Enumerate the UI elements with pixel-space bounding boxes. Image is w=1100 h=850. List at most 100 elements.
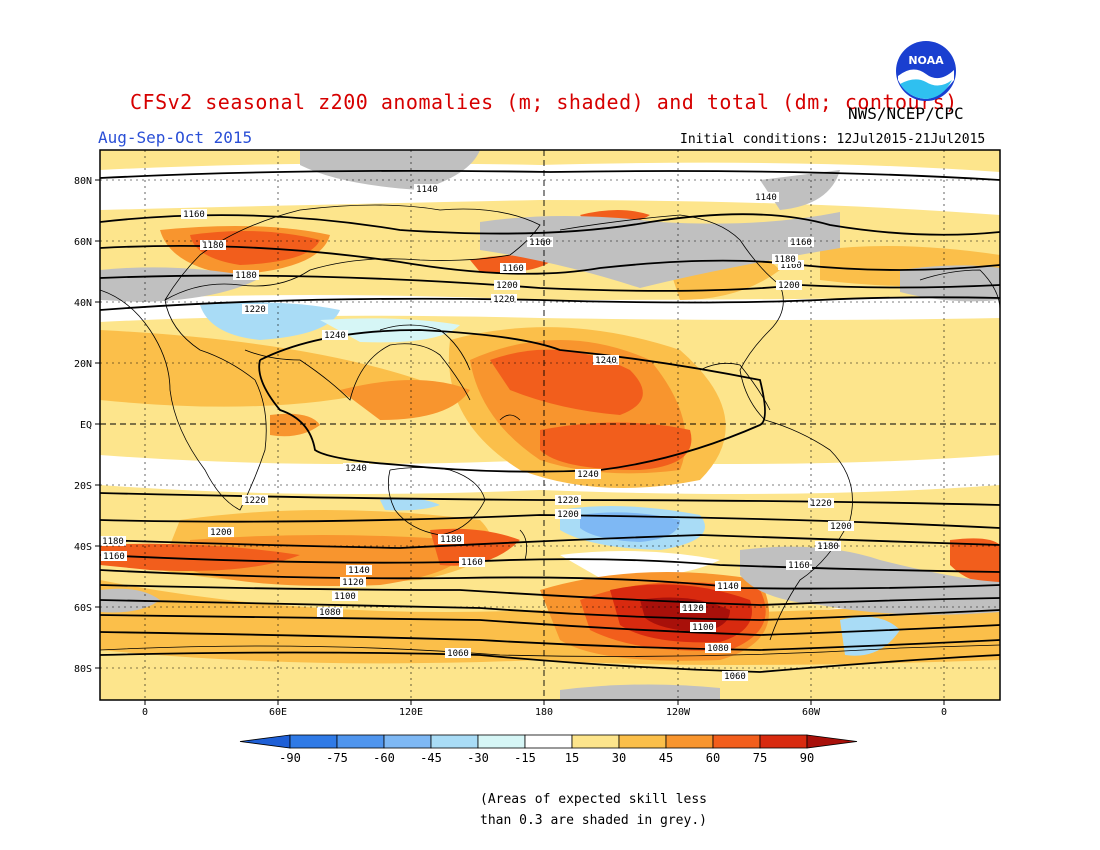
contour-label: 1140: [414, 184, 440, 195]
contour-label: 1200: [555, 509, 581, 520]
contour-label: 1240: [575, 469, 601, 480]
lon-label: 120E: [399, 707, 423, 718]
contour-label: 1140: [715, 581, 741, 592]
svg-text:1160: 1160: [502, 264, 524, 274]
svg-text:1200: 1200: [778, 281, 800, 291]
svg-text:1220: 1220: [557, 496, 579, 506]
svg-text:1220: 1220: [244, 496, 266, 506]
svg-text:1240: 1240: [345, 464, 367, 474]
contour-label: 1100: [332, 591, 358, 602]
svg-text:1140: 1140: [348, 566, 370, 576]
contour-label: 1240: [322, 330, 348, 341]
svg-text:1240: 1240: [595, 356, 617, 366]
contour-label: 1160: [778, 260, 804, 271]
longitude-axis: 0 60E 120E 180 120W 60W 0: [142, 700, 947, 718]
svg-text:1180: 1180: [440, 535, 462, 545]
colorbar-label: 45: [659, 751, 673, 765]
svg-text:1160: 1160: [790, 238, 812, 248]
svg-text:1180: 1180: [102, 537, 124, 547]
colorbar-label: 30: [612, 751, 626, 765]
contour-label: 1220: [491, 294, 517, 305]
noaa-logo-icon: NOAA: [896, 41, 956, 101]
contour-label: 1220: [808, 498, 834, 509]
colorbar-swatch: [524, 734, 573, 749]
contour-label: 1180: [200, 240, 226, 251]
svg-text:1160: 1160: [461, 558, 483, 568]
svg-text:1160: 1160: [529, 238, 551, 248]
colorbar-label: 90: [800, 751, 814, 765]
lon-label: 0: [941, 707, 947, 718]
colorbar-swatch: [618, 734, 667, 749]
contour-label: 1160: [459, 557, 485, 568]
svg-text:1160: 1160: [788, 561, 810, 571]
svg-text:1180: 1180: [235, 271, 257, 281]
lat-label: 20N: [74, 359, 92, 370]
svg-text:1200: 1200: [210, 528, 232, 538]
lat-label: 80N: [74, 176, 92, 187]
svg-text:1200: 1200: [557, 510, 579, 520]
svg-text:1220: 1220: [244, 305, 266, 315]
contour-label: 1180: [815, 541, 841, 552]
colorbar-swatch: [239, 734, 291, 749]
contour-label: 1160: [527, 237, 553, 248]
contour-label: 1200: [776, 280, 802, 291]
svg-text:1140: 1140: [717, 582, 739, 592]
contour-label: 1220: [242, 495, 268, 506]
colorbar-swatch: [665, 734, 714, 749]
svg-text:1060: 1060: [447, 649, 469, 659]
contour-label: 1200: [494, 280, 520, 291]
contour-label: 1060: [445, 648, 471, 659]
contour-label: 1180: [438, 534, 464, 545]
lat-label: 20S: [74, 481, 92, 492]
colorbar-swatch: [712, 734, 761, 749]
colorbar-label: 60: [706, 751, 720, 765]
contour-label: 1140: [346, 565, 372, 576]
map-gridlines: [100, 150, 1000, 700]
contour-label: 1060: [722, 671, 748, 682]
height-contours: [100, 169, 1000, 673]
colorbar-label: -75: [326, 751, 348, 765]
colorbar-swatch: [571, 734, 620, 749]
lon-label: 60E: [269, 707, 287, 718]
svg-text:1140: 1140: [416, 185, 438, 195]
contour-label: 1160: [786, 560, 812, 571]
logo-text: NOAA: [908, 54, 944, 67]
svg-text:1140: 1140: [755, 193, 777, 203]
contour-label: 1180: [233, 270, 259, 281]
colorbar-label: -30: [467, 751, 489, 765]
shaded-anomalies: [100, 150, 1000, 700]
colorbar-swatch: [336, 734, 385, 749]
contour-label: 1160: [101, 551, 127, 562]
contour-label: 1240: [593, 355, 619, 366]
lat-label: 60S: [74, 603, 92, 614]
svg-text:1120: 1120: [682, 604, 704, 614]
svg-text:1100: 1100: [334, 592, 356, 602]
lat-label: 60N: [74, 237, 92, 248]
svg-text:1180: 1180: [774, 255, 796, 265]
colorbar-label: -90: [279, 751, 301, 765]
lon-label: 60W: [802, 707, 821, 718]
svg-text:1180: 1180: [817, 542, 839, 552]
equator-dateline: [100, 150, 1000, 700]
colorbar-swatch: [477, 734, 526, 749]
skill-note-line-1: (Areas of expected skill less: [480, 792, 707, 807]
lon-label: 180: [535, 707, 553, 718]
svg-text:1200: 1200: [496, 281, 518, 291]
contour-label: 1100: [690, 622, 716, 633]
contour-label: 1220: [555, 495, 581, 506]
contour-label: 1140: [753, 192, 779, 203]
season-label: Aug-Sep-Oct 2015: [98, 128, 253, 147]
svg-text:1220: 1220: [493, 295, 515, 305]
lon-label: 0: [142, 707, 148, 718]
contour-label: 1160: [181, 209, 207, 220]
contour-label: 1120: [680, 603, 706, 614]
contour-label: 1180: [100, 536, 126, 547]
svg-text:1220: 1220: [810, 499, 832, 509]
colorbar-legend: -90 -75 -60 -45 -30 -15 15 30 45 60 75 90: [239, 734, 858, 765]
svg-text:1080: 1080: [707, 644, 729, 654]
map-title: CFSv2 seasonal z200 anomalies (m; shaded…: [130, 90, 958, 114]
colorbar-label: 15: [565, 751, 579, 765]
latitude-axis: 80N 60N 40N 20N EQ 20S 40S 60S 80S: [74, 176, 100, 675]
svg-text:1200: 1200: [830, 522, 852, 532]
contour-label: 1080: [317, 607, 343, 618]
